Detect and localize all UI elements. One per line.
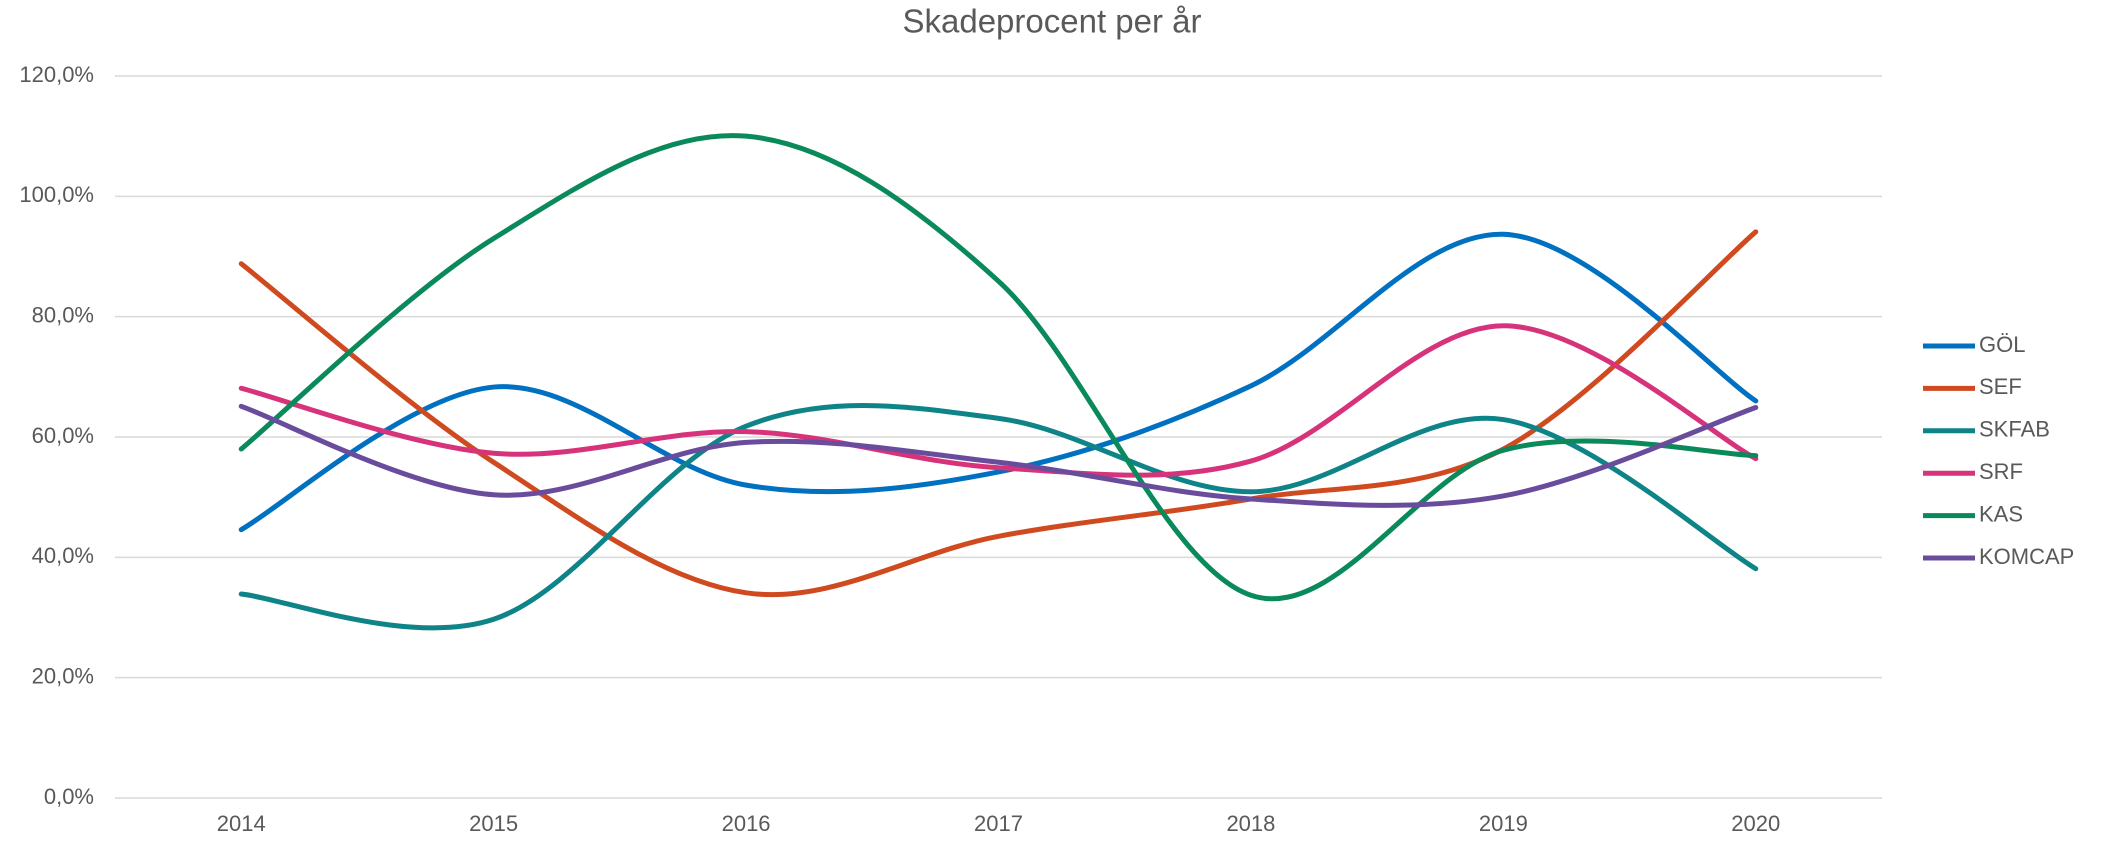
line: [238, 403, 1759, 508]
x-tick-label: 2015: [469, 811, 518, 836]
legend-label: KOMCAP: [1979, 544, 2074, 569]
chart-title: Skadeprocent per år: [902, 3, 1201, 40]
x-tick-label: 2019: [1479, 811, 1528, 836]
y-tick-label: 60,0%: [32, 423, 94, 448]
line: [238, 229, 1759, 598]
line: [238, 133, 1759, 602]
x-tick-label: 2017: [974, 811, 1023, 836]
y-tick-label: 100,0%: [19, 182, 94, 207]
x-tick-label: 2016: [722, 811, 771, 836]
line: [238, 323, 1759, 478]
legend-label: SEF: [1979, 374, 2022, 399]
y-tick-label: 40,0%: [32, 543, 94, 568]
x-tick-label: 2018: [1226, 811, 1275, 836]
x-tick-label: 2020: [1731, 811, 1780, 836]
y-tick-label: 80,0%: [32, 302, 94, 327]
line: [238, 231, 1759, 533]
legend-label: KAS: [1979, 501, 2023, 526]
y-tick-label: 0,0%: [44, 784, 94, 809]
legend-label: GÖL: [1979, 332, 2025, 357]
legend-label: SKFAB: [1979, 417, 2050, 442]
y-tick-label: 120,0%: [19, 62, 94, 87]
line: [238, 403, 1759, 631]
legend-label: SRF: [1979, 459, 2023, 484]
y-tick-label: 20,0%: [32, 663, 94, 688]
x-tick-label: 2014: [217, 811, 266, 836]
